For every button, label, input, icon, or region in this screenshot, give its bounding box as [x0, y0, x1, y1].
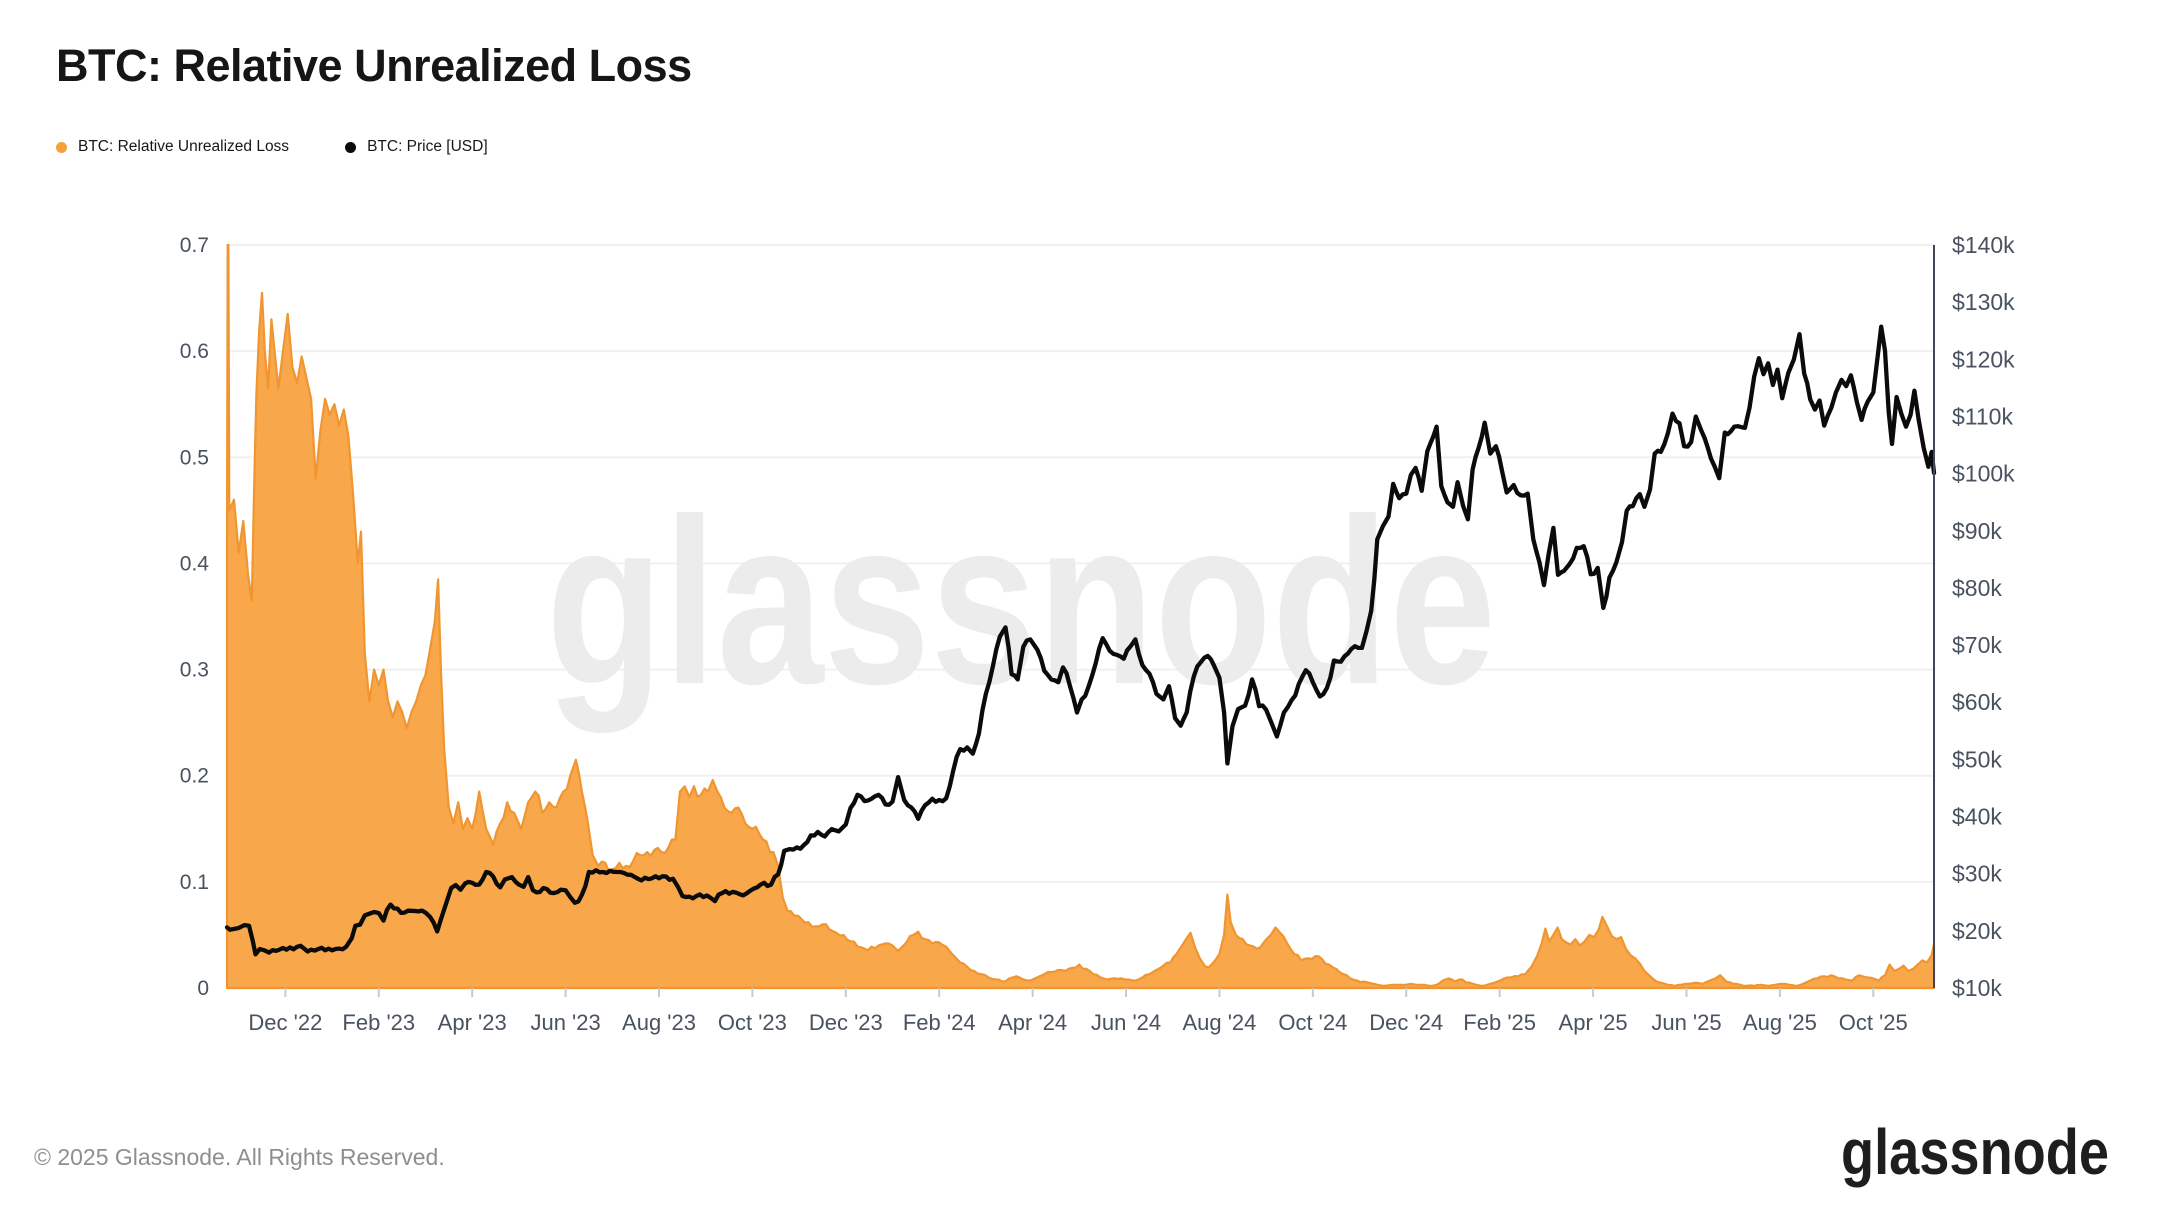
svg-text:Feb '24: Feb '24 [903, 1010, 976, 1035]
glassnode-logo: glassnode [1841, 1116, 2109, 1188]
svg-text:Dec '23: Dec '23 [809, 1010, 883, 1035]
svg-text:Oct '23: Oct '23 [718, 1010, 787, 1035]
svg-text:$100k: $100k [1952, 461, 2015, 487]
svg-text:0.1: 0.1 [180, 871, 209, 894]
svg-text:Jun '23: Jun '23 [530, 1010, 600, 1035]
svg-text:Oct '25: Oct '25 [1839, 1010, 1908, 1035]
svg-text:$40k: $40k [1952, 804, 2002, 830]
chart-axes: 0.7 0.6 0.5 0.4 0.3 0.2 0.1 0 $140k $130k $120k $11… [180, 232, 2015, 1035]
svg-text:Jun '25: Jun '25 [1651, 1010, 1721, 1035]
page-title: BTC: Relative Unrealized Loss [56, 40, 692, 91]
svg-text:$30k: $30k [1952, 861, 2002, 887]
svg-text:Apr '24: Apr '24 [998, 1010, 1067, 1035]
svg-text:Aug '23: Aug '23 [622, 1010, 696, 1035]
svg-text:$10k: $10k [1952, 975, 2002, 1001]
svg-text:0.3: 0.3 [180, 659, 209, 682]
legend-item-relative-unrealized-loss[interactable]: BTC: Relative Unrealized Loss [56, 138, 289, 156]
svg-text:Dec '24: Dec '24 [1369, 1010, 1443, 1035]
svg-text:Oct '24: Oct '24 [1278, 1010, 1347, 1035]
svg-text:0.6: 0.6 [180, 340, 209, 363]
svg-text:Aug '24: Aug '24 [1182, 1010, 1256, 1035]
svg-text:0.4: 0.4 [180, 552, 210, 575]
svg-text:Feb '23: Feb '23 [342, 1010, 415, 1035]
chart-legend: BTC: Relative Unrealized Loss BTC: Price… [56, 136, 488, 158]
legend-dot-orange-icon [56, 141, 67, 153]
svg-text:Apr '23: Apr '23 [438, 1010, 507, 1035]
svg-text:Feb '25: Feb '25 [1463, 1010, 1536, 1035]
legend-item-price-usd[interactable]: BTC: Price [USD] [345, 138, 488, 156]
svg-text:$50k: $50k [1952, 746, 2002, 772]
svg-text:$60k: $60k [1952, 689, 2002, 715]
svg-text:Aug '25: Aug '25 [1743, 1010, 1817, 1035]
chart-series [224, 243, 1937, 990]
svg-text:Apr '25: Apr '25 [1559, 1010, 1628, 1035]
svg-text:0.5: 0.5 [180, 446, 209, 469]
svg-text:$80k: $80k [1952, 575, 2002, 601]
svg-text:0.7: 0.7 [180, 234, 209, 257]
svg-text:$120k: $120k [1952, 346, 2015, 372]
legend-label: BTC: Price [USD] [367, 138, 488, 155]
svg-text:Jun '24: Jun '24 [1091, 1010, 1161, 1035]
legend-label: BTC: Relative Unrealized Loss [78, 138, 290, 155]
svg-text:$130k: $130k [1952, 289, 2015, 315]
glassnode-watermark: glassnode [546, 470, 1496, 734]
legend-dot-black-icon [345, 141, 357, 153]
svg-text:$90k: $90k [1952, 518, 2002, 544]
glassnode-logo-text: glassnode [1841, 1116, 2109, 1188]
svg-text:Dec '22: Dec '22 [248, 1010, 322, 1035]
svg-text:$140k: $140k [1952, 232, 2015, 258]
svg-text:0.2: 0.2 [180, 765, 209, 788]
copyright-text: © 2025 Glassnode. All Rights Reserved. [34, 1144, 445, 1170]
svg-text:0: 0 [197, 977, 209, 1000]
svg-text:$70k: $70k [1952, 632, 2002, 658]
svg-text:$110k: $110k [1952, 403, 2013, 429]
svg-text:$20k: $20k [1952, 918, 2002, 944]
